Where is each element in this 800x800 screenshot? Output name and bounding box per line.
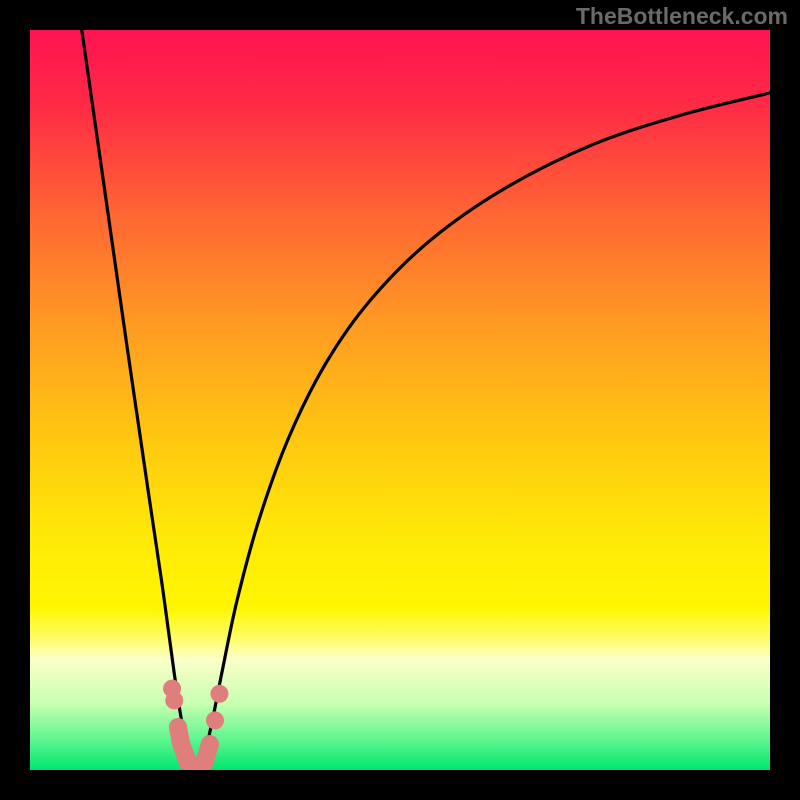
dip-marker-dot — [206, 711, 224, 729]
chart-svg — [0, 0, 800, 800]
plot-background — [30, 30, 770, 770]
watermark-text: TheBottleneck.com — [576, 3, 788, 30]
dip-marker-dot — [210, 685, 228, 703]
dip-marker-dot — [165, 691, 183, 709]
figure-root: TheBottleneck.com — [0, 0, 800, 800]
